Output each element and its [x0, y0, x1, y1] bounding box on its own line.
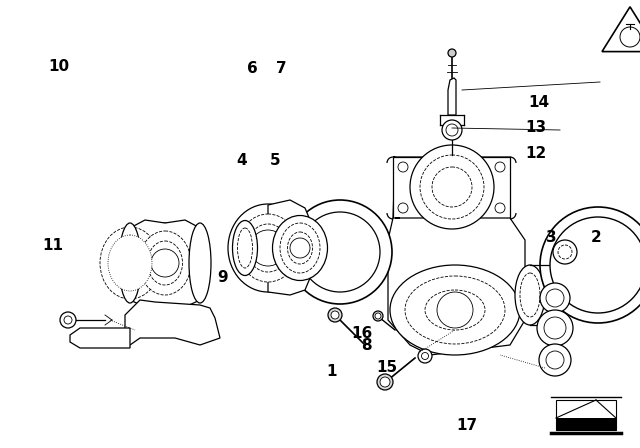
Text: 4: 4 — [237, 153, 247, 168]
Ellipse shape — [515, 265, 545, 325]
Polygon shape — [602, 7, 640, 52]
Text: 10: 10 — [48, 59, 70, 74]
Circle shape — [448, 49, 456, 57]
Circle shape — [328, 308, 342, 322]
Text: 7: 7 — [276, 60, 287, 76]
Circle shape — [151, 249, 179, 277]
Circle shape — [540, 283, 570, 313]
Circle shape — [375, 313, 381, 319]
Circle shape — [373, 311, 383, 321]
Bar — [556, 400, 616, 430]
Ellipse shape — [147, 241, 182, 285]
Ellipse shape — [425, 290, 485, 330]
Text: 1: 1 — [326, 364, 337, 379]
Ellipse shape — [232, 220, 257, 276]
Text: 14: 14 — [528, 95, 550, 110]
Bar — [393, 157, 510, 219]
Text: 15: 15 — [376, 360, 398, 375]
Ellipse shape — [390, 265, 520, 355]
Circle shape — [398, 203, 408, 213]
Circle shape — [442, 120, 462, 140]
Circle shape — [290, 238, 310, 258]
Circle shape — [420, 155, 484, 219]
Text: 3: 3 — [547, 230, 557, 245]
Polygon shape — [125, 300, 220, 345]
Text: 5: 5 — [270, 153, 280, 168]
Polygon shape — [448, 78, 456, 115]
Ellipse shape — [273, 215, 328, 280]
Text: 00182683: 00182683 — [563, 423, 609, 433]
Circle shape — [620, 27, 640, 47]
Text: 13: 13 — [525, 120, 547, 135]
Ellipse shape — [287, 232, 312, 264]
Circle shape — [331, 311, 339, 319]
Text: 17: 17 — [456, 418, 478, 433]
Text: 2: 2 — [591, 230, 602, 245]
Circle shape — [495, 162, 505, 172]
Ellipse shape — [237, 228, 253, 268]
Circle shape — [546, 289, 564, 307]
Circle shape — [410, 145, 494, 229]
Polygon shape — [268, 200, 310, 295]
Text: 12: 12 — [525, 146, 547, 161]
Circle shape — [418, 349, 432, 363]
Circle shape — [377, 374, 393, 390]
Circle shape — [537, 310, 573, 346]
Polygon shape — [393, 157, 510, 218]
Circle shape — [380, 377, 390, 387]
Circle shape — [288, 200, 392, 304]
Polygon shape — [130, 220, 200, 307]
Text: 9: 9 — [218, 270, 228, 285]
Polygon shape — [388, 218, 525, 355]
Circle shape — [446, 124, 458, 136]
Text: 6: 6 — [248, 60, 258, 76]
Text: 16: 16 — [351, 326, 372, 341]
Circle shape — [432, 167, 472, 207]
Polygon shape — [70, 328, 130, 348]
Circle shape — [64, 316, 72, 324]
Circle shape — [539, 344, 571, 376]
Circle shape — [544, 317, 566, 339]
Ellipse shape — [139, 231, 191, 295]
Circle shape — [540, 207, 640, 323]
Circle shape — [300, 212, 380, 292]
Circle shape — [422, 353, 429, 359]
Circle shape — [550, 217, 640, 313]
Text: 8: 8 — [361, 338, 371, 353]
Ellipse shape — [238, 214, 298, 282]
Ellipse shape — [131, 223, 199, 303]
Ellipse shape — [189, 223, 211, 303]
Ellipse shape — [119, 223, 141, 303]
Ellipse shape — [247, 224, 289, 272]
Circle shape — [558, 245, 572, 259]
Ellipse shape — [405, 276, 505, 344]
Ellipse shape — [520, 273, 540, 317]
Text: 11: 11 — [42, 238, 63, 253]
Circle shape — [398, 162, 408, 172]
Circle shape — [437, 292, 473, 328]
Ellipse shape — [228, 204, 308, 292]
Circle shape — [546, 351, 564, 369]
Circle shape — [495, 203, 505, 213]
Ellipse shape — [280, 223, 320, 273]
Circle shape — [250, 230, 286, 266]
Polygon shape — [556, 418, 616, 430]
Circle shape — [60, 312, 76, 328]
Ellipse shape — [100, 227, 160, 299]
Ellipse shape — [108, 235, 152, 291]
Circle shape — [553, 240, 577, 264]
